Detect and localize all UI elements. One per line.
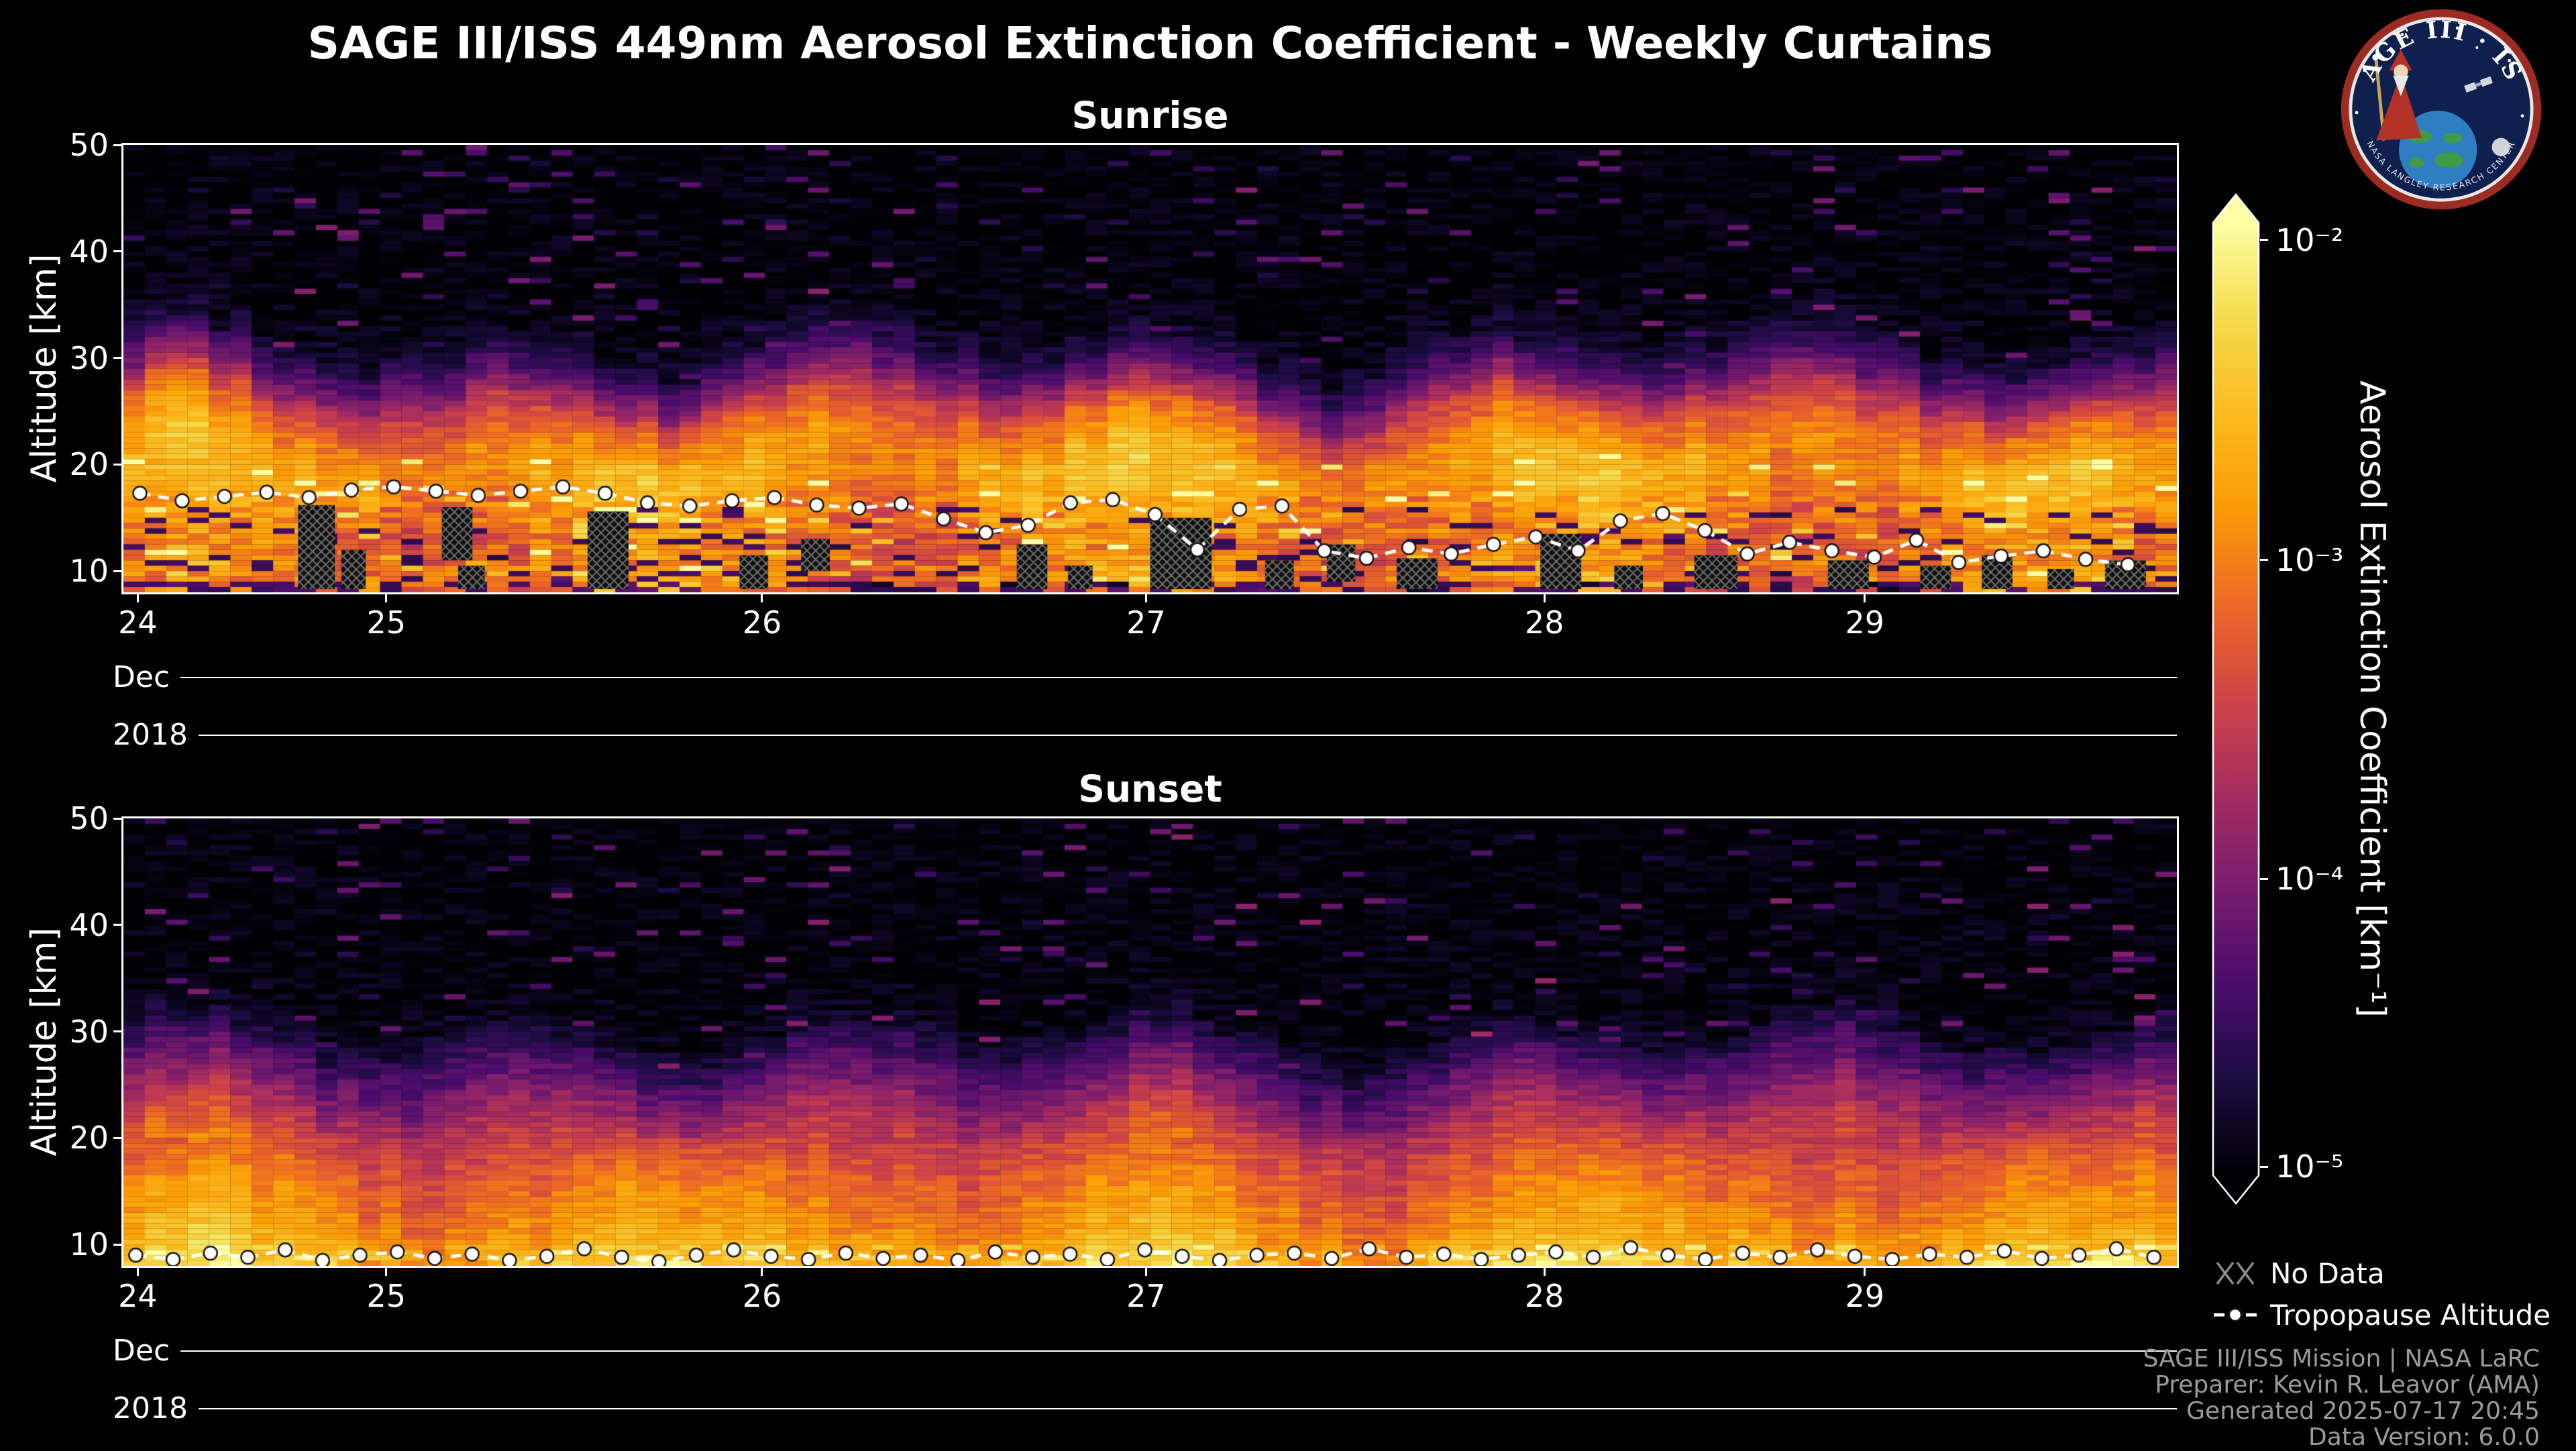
y-tick-mark (113, 463, 121, 466)
no-data-label: No Data (2270, 1256, 2385, 1290)
y-tick-label: 20 (69, 446, 109, 483)
x-tick-label: 26 (742, 1278, 782, 1314)
page-title: SAGE III/ISS 449nm Aerosol Extinction Co… (307, 17, 1993, 69)
y-tick-label: 20 (69, 1120, 109, 1157)
tropopause-marker-icon (2214, 1307, 2257, 1322)
x-tick-label: 27 (1126, 1278, 1166, 1314)
y-tick-mark (113, 144, 121, 146)
y-tick-mark (113, 570, 121, 572)
logo-iss (2464, 76, 2493, 93)
month-separator-line (180, 1350, 2177, 1352)
logo-moon (2491, 138, 2510, 156)
attribution-block: SAGE III/ISS Mission | NASA LaRC Prepare… (2143, 1346, 2540, 1450)
y-tick-label: 10 (69, 553, 109, 590)
x-tick-mark (1543, 594, 1546, 602)
colorbar-tick-mark (2260, 239, 2268, 241)
x-tick-label: 25 (366, 1278, 407, 1314)
sunset-panel: Sunset Altitude [km] Dec 2018 50 40 30 20 10… (0, 759, 2576, 1437)
x-tick-mark (385, 1268, 388, 1276)
tropopause-label: Tropopause Altitude (2270, 1298, 2551, 1332)
colorbar (2212, 193, 2260, 1205)
year-separator-line (198, 734, 2177, 736)
month-offset-row: Dec (113, 1334, 2177, 1368)
no-data-hatch-icon (2214, 1258, 2257, 1288)
colorbar-tick-label: 10⁻⁵ (2275, 1148, 2344, 1185)
y-tick-mark (113, 357, 121, 360)
y-tick-label: 50 (69, 800, 109, 837)
y-tick-label: 30 (69, 339, 109, 376)
colorbar-tick-mark (2260, 559, 2268, 561)
legend-no-data: No Data (2214, 1256, 2385, 1291)
x-tick-label: 26 (742, 604, 782, 641)
x-tick-label: 29 (1845, 1278, 1884, 1314)
data-version: Data Version: 6.0.0 (2308, 1423, 2540, 1451)
x-tick-mark (136, 594, 139, 602)
x-tick-mark (761, 1268, 763, 1276)
colorbar-tick-mark (2260, 1165, 2268, 1168)
y-tick-mark (113, 1243, 121, 1246)
sunset-plot-area (121, 816, 2179, 1268)
x-tick-mark (1144, 1268, 1147, 1276)
x-tick-label: 24 (118, 1278, 158, 1314)
legend-tropopause: Tropopause Altitude (2214, 1297, 2551, 1332)
colorbar-gradient-bar (2212, 193, 2260, 1205)
x-tick-mark (1864, 594, 1866, 602)
year-offset-row: 2018 (113, 1391, 2177, 1426)
y-tick-label: 10 (69, 1226, 109, 1263)
x-tick-mark (136, 1268, 139, 1276)
y-tick-mark (113, 817, 121, 820)
y-tick-mark (113, 250, 121, 253)
year-label: 2018 (113, 1391, 188, 1426)
sunrise-panel: Sunrise Altitude [km] Dec 2018 50 40 30 20 1… (0, 86, 2576, 763)
y-tick-label: 50 (69, 127, 109, 163)
month-offset-row: Dec (113, 660, 2177, 694)
year-separator-line (198, 1407, 2177, 1409)
x-tick-mark (1864, 1268, 1866, 1276)
x-tick-label: 25 (366, 604, 407, 641)
month-label: Dec (113, 660, 170, 694)
month-separator-line (180, 676, 2177, 678)
logo-wizard (2372, 49, 2422, 141)
x-tick-label: 28 (1524, 604, 1564, 641)
y-tick-label: 30 (69, 1013, 109, 1050)
colorbar-axis-label: Aerosol Extinction Coefficient [km⁻¹] (2352, 380, 2392, 1018)
sage-iss-logo: SAGE III · ISS NASA LANGLEY RESEARCH CEN… (2341, 9, 2542, 210)
mission-credit: SAGE III/ISS Mission | NASA LaRC (2143, 1345, 2540, 1373)
sunrise-plot-area (121, 143, 2179, 594)
generated-timestamp: Generated 2025-07-17 20:45 (2186, 1397, 2540, 1425)
y-tick-mark (113, 1136, 121, 1139)
y-tick-label: 40 (69, 233, 109, 270)
y-tick-mark (113, 1030, 121, 1033)
x-tick-label: 24 (118, 604, 158, 641)
x-tick-mark (385, 594, 388, 602)
colorbar-tick-label: 10⁻³ (2275, 541, 2344, 578)
x-tick-label: 28 (1524, 1278, 1564, 1314)
x-tick-mark (761, 594, 763, 602)
month-label: Dec (113, 1334, 170, 1368)
colorbar-tick-label: 10⁻² (2275, 221, 2344, 258)
y-tick-label: 40 (69, 906, 109, 943)
x-tick-label: 29 (1845, 604, 1884, 641)
year-label: 2018 (113, 718, 188, 752)
x-tick-mark (1144, 594, 1147, 602)
sunrise-panel-title: Sunrise (1071, 94, 1229, 137)
sunset-heatmap-canvas (123, 818, 2177, 1266)
preparer-credit: Preparer: Kevin R. Leavor (AMA) (2155, 1371, 2540, 1399)
x-tick-mark (1543, 1268, 1546, 1276)
y-tick-mark (113, 924, 121, 926)
colorbar-tick-mark (2260, 877, 2268, 880)
x-tick-label: 27 (1126, 604, 1166, 641)
sunrise-heatmap-canvas (123, 145, 2177, 592)
sunset-panel-title: Sunset (1078, 767, 1222, 810)
colorbar-tick-label: 10⁻⁴ (2275, 861, 2344, 898)
year-offset-row: 2018 (113, 718, 2177, 752)
